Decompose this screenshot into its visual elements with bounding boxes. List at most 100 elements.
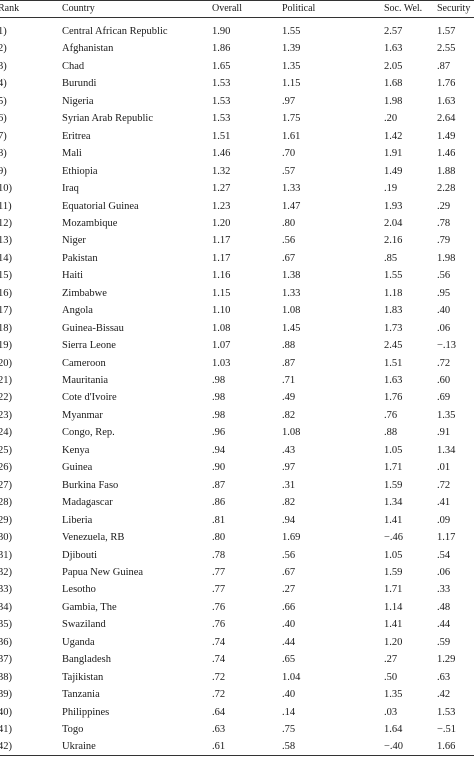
cell-overall: .81 bbox=[212, 514, 226, 526]
cell-security: .41 bbox=[437, 497, 451, 509]
cell-political: 1.69 bbox=[282, 532, 301, 544]
cell-country: Sierra Leone bbox=[62, 340, 116, 352]
cell-soc-wel: 1.59 bbox=[384, 479, 403, 491]
cell-security: 1.17 bbox=[437, 532, 456, 544]
cell-country: Congo, Rep. bbox=[62, 427, 115, 439]
cell-rank: 19) bbox=[0, 340, 12, 352]
cell-overall: 1.27 bbox=[212, 183, 231, 195]
cell-country: Angola bbox=[62, 305, 93, 317]
table-row: 12) Mozambique 1.20 .80 2.04 .78 bbox=[0, 215, 474, 232]
table-top-rule bbox=[0, 0, 474, 1]
cell-security: .44 bbox=[437, 619, 451, 631]
cell-rank: 3) bbox=[0, 60, 7, 72]
cell-country: Gambia, The bbox=[62, 601, 117, 613]
cell-security: .40 bbox=[437, 305, 451, 317]
cell-country: Bangladesh bbox=[62, 654, 111, 666]
cell-rank: 20) bbox=[0, 357, 12, 369]
cell-soc-wel: .85 bbox=[384, 252, 398, 264]
cell-security: 2.64 bbox=[437, 113, 456, 125]
cell-country: Ethiopia bbox=[62, 165, 98, 177]
cell-political: 1.47 bbox=[282, 200, 301, 212]
table-row: 9) Ethiopia 1.32 .57 1.49 1.88 bbox=[0, 163, 474, 180]
cell-rank: 12) bbox=[0, 217, 12, 229]
cell-country: Haiti bbox=[62, 270, 83, 282]
cell-country: Syrian Arab Republic bbox=[62, 113, 153, 125]
cell-overall: .72 bbox=[212, 671, 226, 683]
cell-rank: 31) bbox=[0, 549, 12, 561]
cell-soc-wel: .19 bbox=[384, 183, 398, 195]
header-soc-wel: Soc. Wel. bbox=[384, 3, 423, 14]
cell-rank: 27) bbox=[0, 479, 12, 491]
cell-soc-wel: 1.68 bbox=[384, 78, 403, 90]
cell-soc-wel: 1.14 bbox=[384, 601, 403, 613]
cell-soc-wel: 1.05 bbox=[384, 444, 403, 456]
cell-soc-wel: 1.05 bbox=[384, 549, 403, 561]
cell-rank: 36) bbox=[0, 636, 12, 648]
cell-overall: .63 bbox=[212, 724, 226, 735]
cell-overall: .74 bbox=[212, 636, 226, 648]
table-header-rule bbox=[0, 17, 474, 18]
cell-rank: 41) bbox=[0, 724, 12, 735]
cell-political: .87 bbox=[282, 357, 296, 369]
table-row: 23) Myanmar .98 .82 .76 1.35 bbox=[0, 407, 474, 424]
cell-political: .75 bbox=[282, 724, 296, 735]
table-bottom-rule bbox=[0, 755, 474, 756]
cell-country: Lesotho bbox=[62, 584, 96, 596]
cell-soc-wel: 1.63 bbox=[384, 43, 403, 55]
cell-rank: 2) bbox=[0, 43, 7, 55]
cell-soc-wel: .88 bbox=[384, 427, 398, 439]
cell-political: .65 bbox=[282, 654, 296, 666]
cell-rank: 21) bbox=[0, 375, 12, 386]
cell-soc-wel: 1.55 bbox=[384, 270, 403, 282]
cell-overall: .74 bbox=[212, 654, 226, 666]
cell-security: .72 bbox=[437, 479, 451, 491]
cell-security: .69 bbox=[437, 392, 451, 404]
cell-security: 2.55 bbox=[437, 43, 456, 55]
cell-soc-wel: −.40 bbox=[384, 741, 404, 753]
cell-security: 1.49 bbox=[437, 130, 456, 142]
cell-political: 1.75 bbox=[282, 113, 301, 125]
cell-overall: 1.23 bbox=[212, 200, 231, 212]
cell-security: .87 bbox=[437, 60, 451, 72]
cell-political: .88 bbox=[282, 340, 296, 352]
cell-country: Zimbabwe bbox=[62, 287, 107, 299]
cell-security: .72 bbox=[437, 357, 451, 369]
cell-political: .67 bbox=[282, 252, 296, 264]
cell-country: Togo bbox=[62, 724, 84, 735]
cell-country: Cote d'Ivoire bbox=[62, 392, 117, 404]
cell-country: Iraq bbox=[62, 183, 79, 195]
cell-country: Cameroon bbox=[62, 357, 106, 369]
header-overall: Overall bbox=[212, 3, 242, 14]
cell-political: .31 bbox=[282, 479, 296, 491]
header-country: Country bbox=[62, 3, 95, 14]
cell-security: −.13 bbox=[437, 340, 457, 352]
table-row: 21) Mauritania .98 .71 1.63 .60 bbox=[0, 372, 474, 389]
cell-rank: 5) bbox=[0, 95, 7, 107]
cell-soc-wel: −.46 bbox=[384, 532, 404, 544]
cell-political: .44 bbox=[282, 636, 296, 648]
cell-security: .06 bbox=[437, 322, 451, 334]
table-row: 37) Bangladesh .74 .65 .27 1.29 bbox=[0, 651, 474, 668]
table-row: 28) Madagascar .86 .82 1.34 .41 bbox=[0, 494, 474, 511]
cell-political: 1.08 bbox=[282, 427, 301, 439]
cell-overall: .61 bbox=[212, 741, 226, 753]
table-row: 1) Central African Republic 1.90 1.55 2.57 1.… bbox=[0, 23, 474, 40]
cell-overall: 1.07 bbox=[212, 340, 231, 352]
cell-rank: 17) bbox=[0, 305, 12, 317]
cell-soc-wel: 1.93 bbox=[384, 200, 403, 212]
cell-rank: 34) bbox=[0, 601, 12, 613]
cell-country: Swaziland bbox=[62, 619, 106, 631]
table-row: 29) Liberia .81 .94 1.41 .09 bbox=[0, 512, 474, 529]
cell-soc-wel: 1.71 bbox=[384, 462, 403, 474]
cell-country: Burundi bbox=[62, 78, 97, 90]
cell-overall: 1.46 bbox=[212, 148, 231, 160]
cell-soc-wel: 1.83 bbox=[384, 305, 403, 317]
cell-country: Afghanistan bbox=[62, 43, 114, 55]
cell-overall: 1.08 bbox=[212, 322, 231, 334]
cell-rank: 37) bbox=[0, 654, 12, 666]
cell-political: .71 bbox=[282, 375, 296, 386]
table-row: 39) Tanzania .72 .40 1.35 .42 bbox=[0, 686, 474, 703]
cell-soc-wel: 1.64 bbox=[384, 724, 403, 735]
table-row: 6) Syrian Arab Republic 1.53 1.75 .20 2.64 bbox=[0, 110, 474, 127]
table-row: 4) Burundi 1.53 1.15 1.68 1.76 bbox=[0, 75, 474, 92]
